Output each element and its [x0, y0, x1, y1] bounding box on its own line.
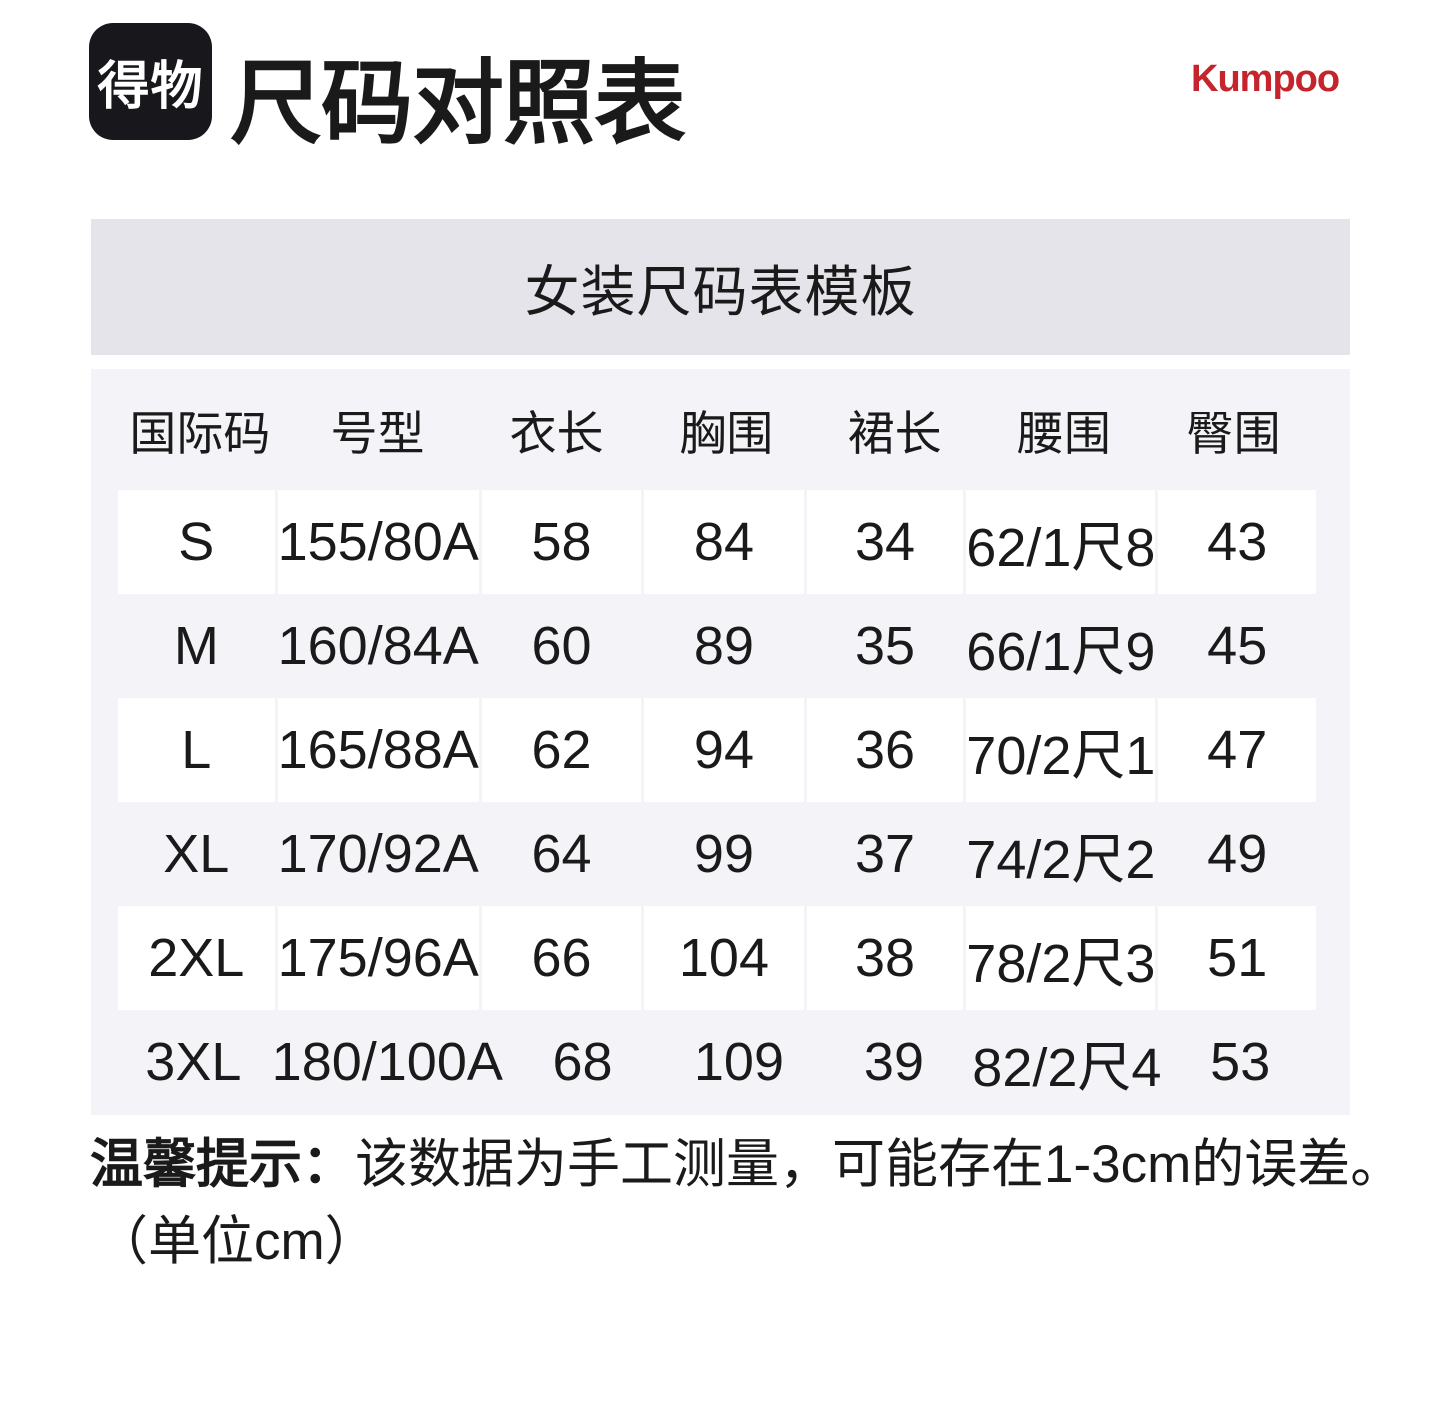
- table-cell: 70/2尺1: [966, 698, 1156, 802]
- note-label: 温馨提示：: [90, 1135, 355, 1194]
- table-cell: 170/92A: [277, 824, 479, 884]
- table-cell: 3XL: [145, 1032, 242, 1092]
- column-header: 国际码: [129, 407, 271, 460]
- table-cell: 34: [806, 490, 964, 594]
- table-cell: 53: [1210, 1032, 1271, 1092]
- table-cell: 62: [481, 698, 642, 802]
- table-cell: L: [118, 698, 275, 802]
- table-cell: S: [118, 490, 275, 594]
- table-cell: 47: [1158, 698, 1316, 802]
- table-cell: 66/1尺9: [966, 621, 1156, 682]
- table-cell: 89: [693, 616, 754, 676]
- table-cell: 78/2尺3: [966, 906, 1156, 1010]
- table-header-row: 国际码 号型 衣长 胸围 裙长 腰围 臀围: [118, 369, 1316, 490]
- table-cell: 45: [1207, 616, 1268, 676]
- table-cell: 94: [644, 698, 804, 802]
- table-row: 3XL 180/100A 68 109 39 82/2尺4 53: [118, 1010, 1316, 1114]
- table-cell: 37: [854, 824, 916, 884]
- column-header: 腰围: [1016, 407, 1111, 460]
- table-cell: 2XL: [118, 906, 275, 1010]
- table-cell: M: [173, 616, 219, 676]
- table-cell: 36: [806, 698, 964, 802]
- table-cell: 51: [1158, 906, 1316, 1010]
- table-cell: 39: [863, 1032, 924, 1092]
- table-cell: 155/80A: [277, 490, 479, 594]
- table-cell: 62/1尺8: [966, 490, 1156, 594]
- table-cell: 35: [854, 616, 916, 676]
- column-header: 胸围: [679, 407, 774, 460]
- table-cell: 68: [552, 1032, 613, 1092]
- table-row: 2XL 175/96A 66 104 38 78/2尺3 51: [118, 906, 1316, 1010]
- table-title-banner: 女装尺码表模板: [91, 219, 1350, 355]
- table-cell: 38: [806, 906, 964, 1010]
- table-cell: 84: [644, 490, 804, 594]
- column-header: 臀围: [1186, 407, 1281, 460]
- table-row: XL 170/92A 64 99 37 74/2尺2 49: [118, 802, 1316, 906]
- table-cell: XL: [163, 824, 230, 884]
- table-cell: 64: [531, 824, 592, 884]
- column-header: 衣长: [509, 407, 604, 460]
- column-header: 裙长: [847, 407, 942, 460]
- note-unit: （单位cm）: [95, 1212, 378, 1271]
- table-cell: 43: [1158, 490, 1316, 594]
- table-cell: 160/84A: [277, 616, 479, 676]
- column-header: 号型: [330, 407, 425, 460]
- table-cell: 165/88A: [277, 698, 479, 802]
- note-text: 该数据为手工测量，可能存在1-3cm的误差。: [355, 1135, 1404, 1194]
- table-cell: 180/100A: [271, 1032, 503, 1092]
- table-row: L 165/88A 62 94 36 70/2尺1 47: [118, 698, 1316, 802]
- table-cell: 74/2尺2: [966, 829, 1156, 890]
- table-cell: 109: [693, 1032, 784, 1092]
- table-cell: 60: [531, 616, 592, 676]
- page-title: 尺码对照表: [230, 53, 686, 155]
- table-row: M 160/84A 60 89 35 66/1尺9 45: [118, 594, 1316, 698]
- dewu-logo-text: 得物: [97, 58, 204, 116]
- dewu-logo: 得物: [89, 23, 212, 140]
- table-row: S 155/80A 58 84 34 62/1尺8 43: [118, 490, 1316, 594]
- table-cell: 66: [481, 906, 642, 1010]
- table-cell: 99: [693, 824, 754, 884]
- table-cell: 58: [481, 490, 642, 594]
- note-line: 温馨提示：该数据为手工测量，可能存在1-3cm的误差。: [90, 1133, 1403, 1197]
- table-cell: 175/96A: [277, 906, 479, 1010]
- table-cell: 82/2尺4: [972, 1037, 1162, 1098]
- size-table: 国际码 号型 衣长 胸围 裙长 腰围 臀围 S 155/80A 58 84 34 62/1尺8 43 M 1…: [91, 369, 1350, 1115]
- table-cell: 104: [644, 906, 804, 1010]
- table-cell: 49: [1207, 824, 1268, 884]
- table-title: 女装尺码表模板: [524, 261, 917, 323]
- kumpoo-brand-logo: Kumpoo: [1191, 58, 1340, 100]
